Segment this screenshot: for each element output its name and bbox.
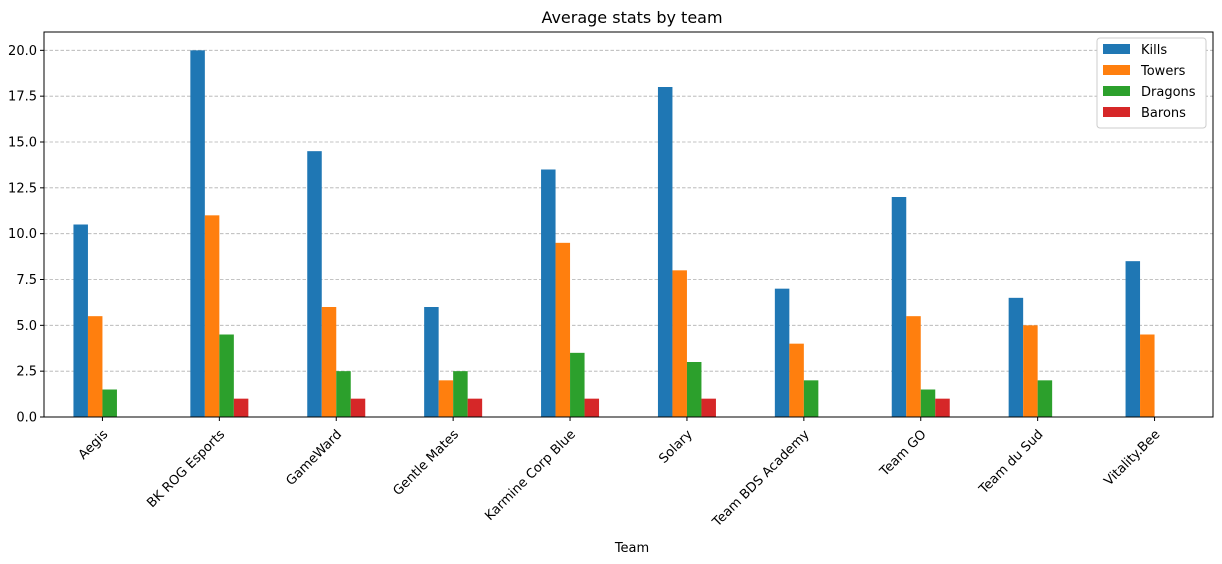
x-tick-label: Solary [656, 427, 696, 467]
bar-towers [321, 307, 337, 417]
y-tick-label: 15.0 [8, 136, 37, 151]
y-tick-label: 0.0 [16, 411, 37, 426]
x-tick-label: BK ROG Esports [144, 427, 228, 511]
plot-frame [43, 31, 1214, 418]
bar-dragons [803, 380, 819, 417]
bar-kills [1008, 297, 1024, 417]
bar-dragons [686, 362, 702, 417]
bar-dragons [102, 389, 117, 417]
bar-towers [87, 316, 103, 417]
y-tick-label: 5.0 [16, 319, 37, 334]
bar-kills [1125, 261, 1141, 417]
bar-dragons [1037, 380, 1053, 417]
bar-kills [541, 169, 556, 417]
bar-kills [307, 151, 322, 417]
bar-barons [233, 398, 249, 417]
bar-dragons [219, 334, 234, 417]
x-tick-label: Vitality.Bee [1102, 427, 1164, 489]
legend-label: Barons [1141, 106, 1186, 121]
bar-dragons [336, 371, 351, 417]
legend-swatch [1103, 86, 1130, 96]
y-axis-ticks: 0.0 2.5 5.0 7.5 10.0 12.5 15.0 17.5 20.0 [8, 44, 44, 426]
bar-towers [1023, 325, 1038, 417]
bar-barons [584, 398, 600, 417]
x-axis-ticks: Aegis BK ROG Esports GameWard Gentle Mates K… [76, 417, 1164, 531]
bar-towers [672, 270, 687, 417]
legend-label: Towers [1140, 64, 1186, 79]
bar-towers [555, 242, 571, 417]
x-tick-label: Team GO [877, 427, 930, 480]
bar-towers [906, 316, 921, 417]
grid-lines [44, 49, 1213, 372]
chart-title: Average stats by team [541, 8, 722, 27]
bar-kills [774, 288, 790, 417]
legend-label: Dragons [1141, 85, 1196, 100]
bar-barons [701, 398, 716, 417]
x-tick-label: Karmine Corp Blue [482, 427, 579, 524]
x-tick-label: Gentle Mates [390, 427, 462, 499]
legend-swatch [1103, 107, 1130, 117]
legend-label: Kills [1141, 43, 1167, 58]
bar-towers [204, 215, 220, 417]
bars [73, 50, 1155, 417]
y-tick-label: 20.0 [8, 44, 37, 59]
x-tick-label: Aegis [76, 427, 112, 463]
x-tick-label: Team du Sud [976, 427, 1047, 498]
bar-towers [438, 380, 454, 417]
bar-kills [73, 224, 88, 417]
legend-swatch [1103, 44, 1130, 54]
bar-dragons [453, 371, 468, 417]
y-tick-label: 12.5 [8, 181, 37, 196]
bar-towers [1140, 334, 1155, 417]
bar-barons [350, 398, 366, 417]
x-tick-label: Team BDS Academy [709, 427, 813, 531]
bar-kills [190, 50, 205, 417]
bar-kills [424, 307, 439, 417]
legend-box [1096, 37, 1207, 129]
bar-dragons [570, 352, 585, 417]
legend: Kills Towers Dragons Barons [1096, 37, 1207, 129]
bar-towers [789, 343, 804, 417]
bar-kills [891, 197, 907, 417]
x-axis-label: Team [614, 541, 649, 556]
y-tick-label: 17.5 [8, 90, 37, 105]
bar-kills [657, 87, 673, 417]
legend-swatch [1103, 65, 1130, 75]
y-tick-label: 10.0 [8, 227, 37, 242]
bar-barons [467, 398, 483, 417]
y-tick-label: 2.5 [16, 365, 37, 380]
y-tick-label: 7.5 [16, 273, 37, 288]
bar-dragons [920, 389, 936, 417]
bar-barons [935, 398, 950, 417]
x-tick-label: GameWard [284, 427, 346, 489]
